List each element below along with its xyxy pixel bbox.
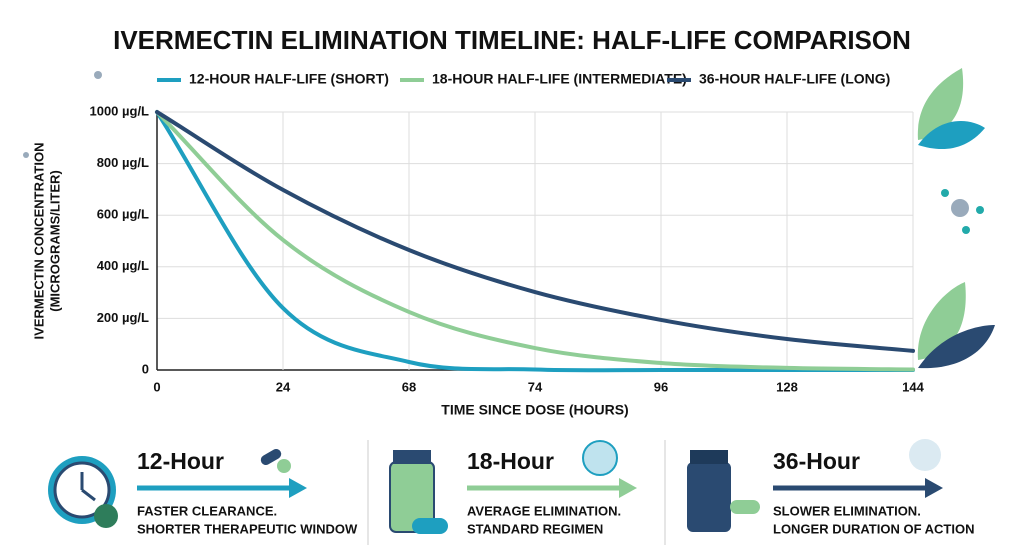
y-tick-label: 600 µg/L	[97, 207, 149, 222]
panel-arrowhead	[619, 478, 637, 498]
legend-label: 36-HOUR HALF-LIFE (LONG)	[699, 71, 890, 87]
panel-arrowhead	[289, 478, 307, 498]
panel-title: 12-Hour	[137, 448, 224, 474]
chart-title: IVERMECTIN ELIMINATION TIMELINE: HALF-LI…	[113, 25, 911, 55]
line	[155, 110, 915, 373]
panel-text: LONGER DURATION OF ACTION	[773, 521, 975, 536]
panel-text: STANDARD REGIMEN	[467, 521, 603, 536]
panel-text: AVERAGE ELIMINATION.	[467, 503, 621, 518]
x-tick-label: 128	[776, 379, 798, 394]
x-tick-label: 74	[528, 379, 543, 394]
decoration	[23, 68, 995, 369]
y-axis-title-line: IVERMECTIN CONCENTRATION	[31, 143, 46, 340]
line	[155, 110, 915, 353]
y-tick-label: 1000 µg/L	[89, 103, 149, 118]
x-tick-label: 96	[654, 379, 668, 394]
y-tick-label: 200 µg/L	[97, 310, 149, 325]
panel-text: FASTER CLEARANCE.	[137, 503, 277, 518]
y-tick-label: 400 µg/L	[97, 258, 149, 273]
x-tick-label: 0	[153, 379, 160, 394]
panel-text: SLOWER ELIMINATION.	[773, 503, 921, 518]
panel-title: 18-Hour	[467, 448, 554, 474]
x-tick-label: 68	[402, 379, 416, 394]
x-axis-title: TIME SINCE DOSE (HOURS)	[441, 402, 628, 418]
panel-title: 36-Hour	[773, 448, 860, 474]
y-axis-title-line: (MICROGRAMS/LITER)	[47, 170, 62, 312]
y-axis-title: IVERMECTIN CONCENTRATION (MICROGRAMS/LIT…	[31, 143, 62, 340]
x-tick-label: 144	[902, 379, 924, 394]
legend-label: 12-HOUR HALF-LIFE (SHORT)	[189, 71, 389, 87]
line	[155, 110, 915, 372]
y-tick-label: 0	[142, 361, 149, 376]
panel-arrowhead	[925, 478, 943, 498]
x-tick-label: 24	[276, 379, 291, 394]
panel-text: SHORTER THERAPEUTIC WINDOW	[137, 521, 358, 536]
panel-decoration	[48, 439, 941, 545]
y-tick-label: 800 µg/L	[97, 155, 149, 170]
legend-label: 18-HOUR HALF-LIFE (INTERMEDIATE)	[432, 71, 687, 87]
